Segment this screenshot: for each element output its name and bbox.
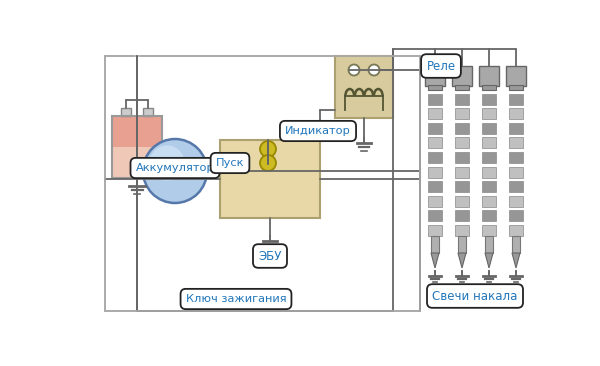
Polygon shape <box>485 253 493 268</box>
Bar <box>428 85 442 90</box>
Bar <box>479 66 499 86</box>
Bar <box>455 123 469 134</box>
Bar <box>112 116 162 178</box>
Polygon shape <box>431 253 439 268</box>
Circle shape <box>143 139 207 203</box>
Bar <box>509 108 523 119</box>
Bar <box>509 138 523 148</box>
Bar <box>509 181 523 192</box>
Polygon shape <box>512 253 520 268</box>
Polygon shape <box>458 253 466 268</box>
Bar <box>455 138 469 148</box>
Bar <box>425 66 445 86</box>
Bar <box>482 196 496 207</box>
Bar <box>143 108 153 116</box>
Circle shape <box>260 141 276 157</box>
Bar <box>428 152 442 163</box>
Circle shape <box>349 64 359 75</box>
Bar <box>482 181 496 192</box>
Bar <box>482 108 496 119</box>
Circle shape <box>260 155 276 171</box>
Bar <box>428 138 442 148</box>
Bar <box>112 116 162 147</box>
Text: Реле: Реле <box>427 60 455 72</box>
Bar <box>482 85 496 90</box>
Bar <box>509 210 523 221</box>
Bar <box>428 108 442 119</box>
Bar <box>509 152 523 163</box>
Bar <box>220 140 320 218</box>
Bar <box>121 108 131 116</box>
Bar <box>512 236 520 253</box>
Bar <box>455 152 469 163</box>
Bar <box>509 167 523 178</box>
Bar <box>428 123 442 134</box>
Bar <box>112 147 162 178</box>
Circle shape <box>198 166 208 176</box>
Bar <box>485 236 493 253</box>
Bar <box>482 152 496 163</box>
Bar <box>455 196 469 207</box>
Bar <box>458 236 466 253</box>
Bar <box>482 167 496 178</box>
Bar <box>455 225 469 236</box>
Text: Пуск: Пуск <box>216 158 244 168</box>
Text: Свечи накала: Свечи накала <box>433 290 518 303</box>
Bar <box>455 181 469 192</box>
Bar <box>482 94 496 105</box>
Bar <box>335 56 393 118</box>
Bar <box>428 196 442 207</box>
Bar <box>428 94 442 105</box>
Bar <box>428 210 442 221</box>
Bar <box>482 123 496 134</box>
Bar <box>482 210 496 221</box>
Circle shape <box>368 64 380 75</box>
Circle shape <box>142 166 152 176</box>
Bar <box>482 138 496 148</box>
Bar <box>455 167 469 178</box>
Bar <box>506 66 526 86</box>
Bar <box>509 94 523 105</box>
Bar <box>509 123 523 134</box>
Bar <box>509 85 523 90</box>
Bar <box>431 236 439 253</box>
Text: ЭБУ: ЭБУ <box>259 250 281 262</box>
Circle shape <box>149 145 185 180</box>
Bar <box>455 94 469 105</box>
Bar <box>452 66 472 86</box>
Text: Индикатор: Индикатор <box>285 126 351 136</box>
Bar <box>455 108 469 119</box>
Bar <box>428 181 442 192</box>
Bar <box>455 85 469 90</box>
Bar <box>482 225 496 236</box>
Bar <box>428 167 442 178</box>
Bar <box>428 225 442 236</box>
Bar <box>509 196 523 207</box>
Bar <box>455 210 469 221</box>
Text: Аккумулятор: Аккумулятор <box>136 163 214 173</box>
Bar <box>509 225 523 236</box>
Text: Ключ зажигания: Ключ зажигания <box>185 294 286 304</box>
